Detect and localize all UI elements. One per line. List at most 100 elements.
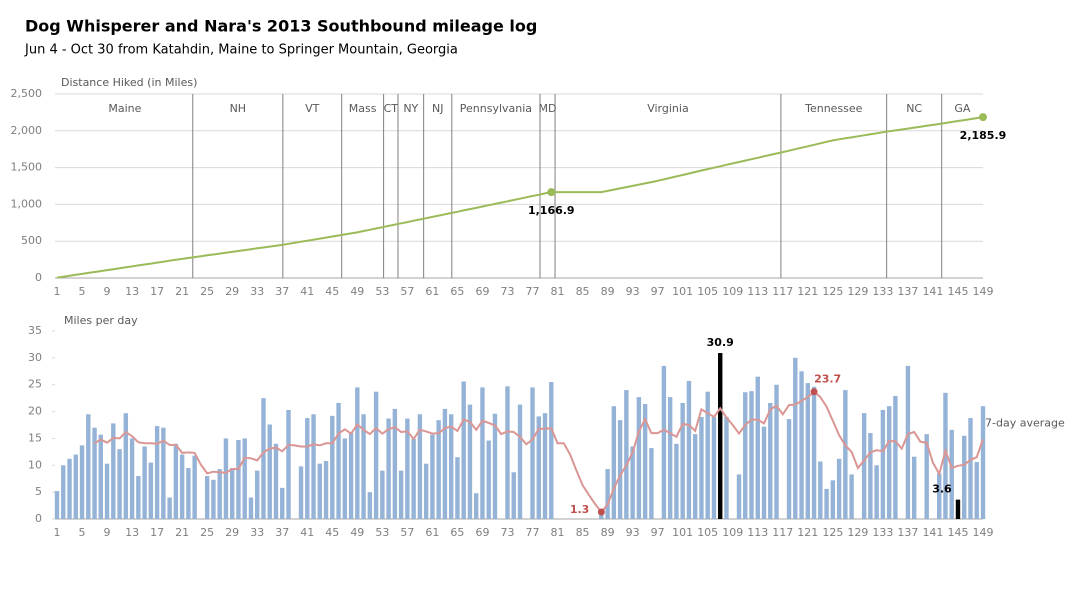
x-tick-label: 109 — [722, 285, 743, 298]
x-tick-label: 109 — [722, 526, 743, 539]
bar — [705, 391, 710, 519]
bar — [605, 469, 610, 519]
bar — [111, 423, 116, 519]
point-label: 23.7 — [814, 373, 841, 386]
bar — [480, 387, 485, 519]
x-tick-label: 1 — [54, 285, 61, 298]
bar — [386, 418, 391, 519]
bar — [204, 476, 210, 519]
bar — [104, 463, 110, 519]
bar — [949, 429, 954, 519]
bar — [148, 462, 154, 519]
bar — [54, 491, 60, 519]
bar — [442, 408, 448, 519]
bar — [718, 353, 723, 519]
bar — [736, 474, 742, 519]
x-tick-label: 101 — [672, 526, 693, 539]
state-label: Maine — [108, 102, 141, 115]
x-tick-label: 53 — [375, 285, 389, 298]
y-tick-label: 1,000 — [11, 197, 43, 210]
x-tick-label: 97 — [651, 285, 665, 298]
state-label: NC — [906, 102, 922, 115]
bar — [361, 414, 366, 519]
bar — [692, 434, 698, 519]
chart-title: Dog Whisperer and Nara's 2013 Southbound… — [25, 17, 537, 36]
bar — [968, 418, 973, 519]
state-label: Virginia — [647, 102, 688, 115]
bar — [217, 469, 222, 519]
y-tick-label: 0 — [35, 271, 42, 284]
y-axis-title: Miles per day — [64, 314, 138, 327]
x-tick-label: 121 — [797, 526, 818, 539]
x-tick-label: 97 — [651, 526, 665, 539]
x-tick-label: 45 — [325, 285, 339, 298]
y-tick-label: 10 — [28, 458, 42, 471]
bar — [799, 371, 804, 519]
bar — [392, 408, 398, 519]
bar — [348, 433, 354, 519]
bar — [880, 409, 886, 519]
x-tick-label: 125 — [822, 526, 843, 539]
bar — [129, 438, 135, 519]
x-tick-label: 133 — [872, 526, 893, 539]
x-tick-label: 149 — [973, 526, 994, 539]
state-label: MD — [539, 102, 557, 115]
marked-point — [979, 113, 987, 122]
y-tick-label: 20 — [28, 405, 42, 418]
x-tick-label: 85 — [576, 526, 590, 539]
cumulative-line — [56, 116, 984, 279]
bar — [699, 416, 704, 519]
bar — [674, 443, 679, 519]
bar — [61, 465, 66, 519]
bar — [711, 416, 717, 519]
bar — [405, 418, 410, 519]
bar — [743, 392, 748, 519]
x-tick-label: 137 — [897, 526, 918, 539]
x-tick-label: 149 — [973, 285, 994, 298]
bar — [749, 391, 754, 519]
bar — [530, 387, 535, 519]
bar — [430, 434, 435, 519]
x-tick-label: 5 — [79, 526, 86, 539]
bar — [642, 404, 648, 519]
bar — [974, 462, 979, 519]
bar — [261, 398, 266, 519]
state-label: GA — [954, 102, 971, 115]
x-tick-label: 65 — [450, 285, 464, 298]
bar — [937, 473, 942, 519]
bar — [298, 466, 304, 519]
x-tick-label: 25 — [200, 526, 214, 539]
bar — [943, 392, 948, 519]
bar — [617, 420, 623, 519]
x-tick-label: 9 — [104, 526, 111, 539]
point-label: 2,185.9 — [960, 129, 1007, 142]
marked-point — [810, 388, 818, 396]
y-tick-label: 2,000 — [11, 124, 43, 137]
x-tick-label: 25 — [200, 285, 214, 298]
y-tick-label: 500 — [21, 234, 42, 247]
x-tick-label: 145 — [947, 526, 968, 539]
y-tick-label: 15 — [28, 431, 42, 444]
bar — [492, 413, 498, 519]
bar — [273, 443, 279, 519]
x-tick-label: 21 — [175, 285, 189, 298]
bar — [317, 463, 322, 519]
bar — [542, 413, 548, 519]
x-tick-label: 141 — [922, 285, 943, 298]
x-tick-label: 73 — [500, 285, 514, 298]
x-tick-label: 49 — [350, 285, 364, 298]
bar — [417, 414, 423, 519]
state-label: NH — [230, 102, 247, 115]
x-tick-label: 113 — [747, 526, 768, 539]
x-tick-label: 69 — [475, 526, 489, 539]
bar — [955, 499, 961, 519]
bar — [886, 406, 892, 519]
x-tick-label: 113 — [747, 285, 768, 298]
x-tick-label: 1 — [54, 526, 61, 539]
bar — [255, 470, 260, 519]
marked-point — [547, 188, 556, 197]
chart-subtitle: Jun 4 - Oct 30 from Katahdin, Maine to S… — [24, 43, 458, 58]
x-tick-label: 77 — [526, 285, 540, 298]
bar — [179, 454, 185, 519]
bar — [624, 390, 629, 519]
